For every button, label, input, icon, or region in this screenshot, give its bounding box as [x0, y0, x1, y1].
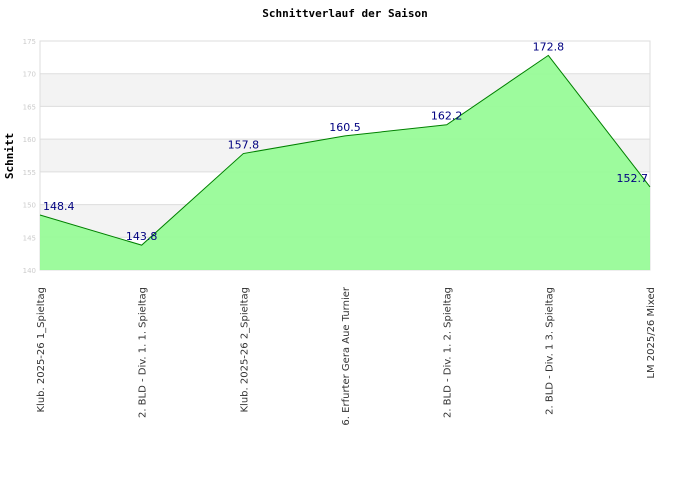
y-tick-label: 165 — [23, 103, 36, 111]
data-label: 143.8 — [126, 230, 158, 243]
data-label: 172.8 — [533, 40, 565, 53]
x-tick-label: 2. BLD - Div. 1 3. Spieltag — [544, 287, 555, 415]
x-tick-label: 2. BLD - Div. 1. 2. Spieltag — [443, 287, 454, 418]
data-label: 157.8 — [228, 139, 260, 152]
y-tick-label: 140 — [23, 267, 36, 275]
x-tick-label: Klub. 2025-26 1_Spieltag — [36, 287, 47, 413]
x-tick-label: Klub. 2025-26 2_Spieltag — [239, 287, 250, 413]
x-tick-label: 6. Erfurter Gera Aue Turnier — [341, 286, 352, 425]
y-tick-label: 170 — [23, 71, 36, 79]
data-label: 160.5 — [329, 121, 361, 134]
y-axis-label: Schnitt — [3, 133, 16, 179]
y-tick-label: 145 — [23, 234, 36, 242]
data-label: 162.2 — [431, 110, 463, 123]
data-label: 148.4 — [43, 200, 75, 213]
y-tick-label: 150 — [23, 202, 36, 210]
series-line — [39, 54, 651, 246]
area-fill — [40, 55, 650, 270]
x-tick-label: 2. BLD - Div. 1. 1. Spieltag — [138, 287, 149, 418]
data-label: 152.7 — [617, 172, 649, 185]
chart-title: Schnittverlauf der Saison — [262, 7, 428, 20]
y-tick-label: 175 — [23, 38, 36, 46]
x-tick-label: LM 2025/26 Mixed — [646, 287, 657, 379]
y-tick-label: 160 — [23, 136, 36, 144]
y-tick-label: 155 — [23, 169, 36, 177]
